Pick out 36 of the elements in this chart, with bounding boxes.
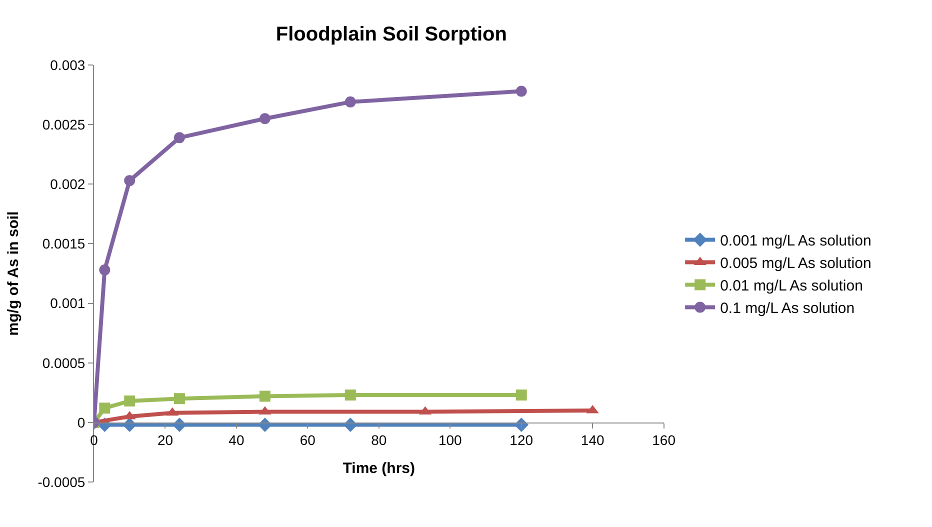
chart-title: Floodplain Soil Sorption [276,23,507,46]
x-tick-label: 100 [438,432,462,448]
y-axis-title: mg/g of As in soil [4,211,22,336]
y-tick-label: 0 [77,414,86,430]
x-tick-label: 160 [652,432,676,448]
legend-label: 0.005 mg/L As solution [720,255,872,272]
y-tick-label: 0.002 [50,176,86,192]
legend-label: 0.1 mg/L As solution [720,300,855,318]
point [516,390,527,401]
point [344,390,356,401]
x-axis-title: Time (hrs) [342,460,416,478]
y-tick-label: 0.001 [50,295,86,312]
x-tick-label: 40 [228,432,244,448]
x-tick-label: 120 [510,432,534,448]
point [99,264,110,276]
x-tick-label: 60 [300,432,316,448]
x-tick-label: 20 [157,432,174,448]
y-tick-label: 0.003 [50,56,86,73]
point [99,402,110,414]
point [259,113,270,124]
point [174,393,185,404]
x-tick-label: 80 [371,432,387,448]
point [124,395,136,406]
point [516,86,527,97]
y-tick-label: 0.0015 [42,236,86,252]
y-tick-label: 0.0025 [42,116,86,132]
legend-label: 0.01 mg/L As solution [720,278,863,295]
x-tick-label: 0 [90,432,98,448]
legend-label: 0.001 mg/L As solution [720,232,872,250]
y-tick-label: 0.0005 [42,354,86,371]
point [124,175,136,186]
y-tick-label: -0.0005 [38,474,86,490]
x-tick-label: 140 [580,432,604,448]
point [174,132,185,144]
point [259,390,270,402]
point [344,96,356,108]
